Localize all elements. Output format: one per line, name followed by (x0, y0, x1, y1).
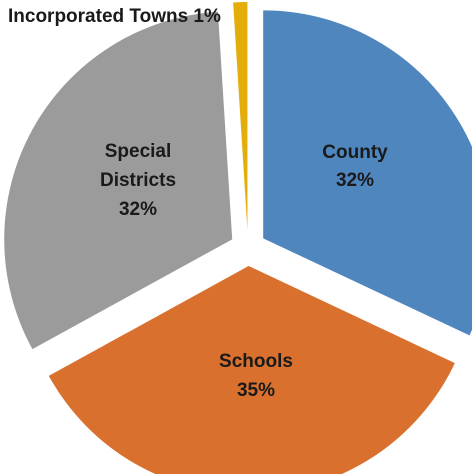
slice-label-line: Special (105, 141, 172, 162)
slice-label-county: County 32% (322, 142, 388, 191)
pie-slices (4, 2, 472, 474)
pie-labels: County 32% Schools 35% Special Districts 32% In… (8, 6, 388, 401)
pie-slice-county (263, 10, 472, 336)
slice-label-line: Incorporated Towns 1% (8, 6, 221, 27)
slice-label-line: Schools (219, 351, 293, 372)
slice-label-schools: Schools 35% (219, 351, 293, 401)
slice-label-line: 35% (237, 380, 275, 401)
slice-label-incorporated-towns: Incorporated Towns 1% (8, 6, 221, 27)
slice-label-line: County (322, 142, 388, 163)
pie-slice-incorporated-towns (233, 2, 248, 231)
pie-slice-special-districts (4, 11, 233, 350)
slice-label-line: Districts (100, 170, 176, 191)
slice-label-line: 32% (336, 170, 374, 191)
slice-label-special-districts: Special Districts 32% (100, 141, 176, 220)
slice-label-line: 32% (119, 199, 157, 220)
pie-slice-schools (48, 265, 455, 474)
